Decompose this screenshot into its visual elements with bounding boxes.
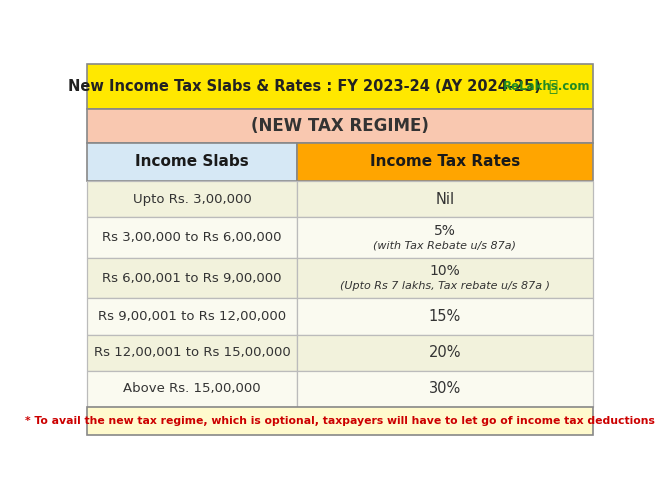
FancyBboxPatch shape <box>87 217 297 258</box>
Text: Income Slabs: Income Slabs <box>135 154 249 169</box>
FancyBboxPatch shape <box>87 334 297 370</box>
Text: Rs 6,00,001 to Rs 9,00,000: Rs 6,00,001 to Rs 9,00,000 <box>102 272 282 285</box>
Text: Rs 12,00,001 to Rs 15,00,000: Rs 12,00,001 to Rs 15,00,000 <box>93 346 290 359</box>
FancyBboxPatch shape <box>87 298 297 334</box>
FancyBboxPatch shape <box>87 143 297 181</box>
Text: 🌿: 🌿 <box>548 79 558 94</box>
Text: 15%: 15% <box>428 309 461 324</box>
FancyBboxPatch shape <box>87 258 297 298</box>
Text: New Income Tax Slabs & Rates : FY 2023-24 (AY 2024-25): New Income Tax Slabs & Rates : FY 2023-2… <box>68 79 541 94</box>
FancyBboxPatch shape <box>87 370 297 407</box>
FancyBboxPatch shape <box>297 143 593 181</box>
Text: Nil: Nil <box>435 192 454 206</box>
FancyBboxPatch shape <box>297 298 593 334</box>
FancyBboxPatch shape <box>297 334 593 370</box>
Text: (Upto Rs 7 lakhs, Tax rebate u/s 87a ): (Upto Rs 7 lakhs, Tax rebate u/s 87a ) <box>339 281 550 291</box>
FancyBboxPatch shape <box>87 109 593 143</box>
Text: Upto Rs. 3,00,000: Upto Rs. 3,00,000 <box>133 193 251 206</box>
Text: Rs 3,00,000 to Rs 6,00,000: Rs 3,00,000 to Rs 6,00,000 <box>102 231 282 244</box>
Text: * To avail the new tax regime, which is optional, taxpayers will have to let go : * To avail the new tax regime, which is … <box>25 416 655 426</box>
FancyBboxPatch shape <box>297 370 593 407</box>
Text: 10%: 10% <box>430 264 460 278</box>
FancyBboxPatch shape <box>297 181 593 217</box>
FancyBboxPatch shape <box>297 217 593 258</box>
Text: ReLakhs.com: ReLakhs.com <box>503 80 590 93</box>
Text: 20%: 20% <box>428 345 461 360</box>
FancyBboxPatch shape <box>87 407 593 435</box>
FancyBboxPatch shape <box>87 181 297 217</box>
FancyBboxPatch shape <box>297 258 593 298</box>
FancyBboxPatch shape <box>87 64 593 109</box>
Text: 30%: 30% <box>428 381 461 396</box>
Text: Above Rs. 15,00,000: Above Rs. 15,00,000 <box>123 382 261 395</box>
Text: Income Tax Rates: Income Tax Rates <box>369 154 520 169</box>
Text: (with Tax Rebate u/s 87a): (with Tax Rebate u/s 87a) <box>373 241 516 250</box>
Text: 5%: 5% <box>434 223 455 238</box>
Text: Rs 9,00,001 to Rs 12,00,000: Rs 9,00,001 to Rs 12,00,000 <box>98 310 286 323</box>
Text: (NEW TAX REGIME): (NEW TAX REGIME) <box>251 117 429 135</box>
